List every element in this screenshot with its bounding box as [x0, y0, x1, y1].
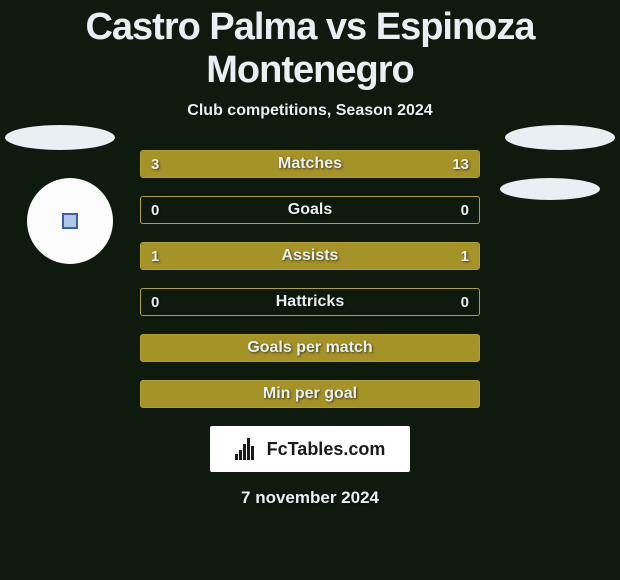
- stat-label: Goals per match: [141, 335, 479, 361]
- placeholder-ellipse-right-2: [500, 178, 600, 200]
- stat-row: 11Assists: [140, 242, 480, 270]
- stat-row: 313Matches: [140, 150, 480, 178]
- stat-label: Goals: [141, 197, 479, 223]
- stats-container: 313Matches 00Goals 11Assists 00Hattricks Goa…: [140, 150, 480, 408]
- stat-label: Hattricks: [141, 289, 479, 315]
- page-subtitle: Club competitions, Season 2024: [0, 102, 620, 120]
- logo-badge[interactable]: FcTables.com: [210, 426, 410, 472]
- player-avatar: [27, 178, 113, 264]
- logo-bars-icon: [235, 438, 261, 460]
- avatar-placeholder-icon: [62, 213, 78, 229]
- page-title: Castro Palma vs Espinoza Montenegro: [0, 0, 620, 92]
- stat-row: 00Hattricks: [140, 288, 480, 316]
- stat-label: Matches: [141, 151, 479, 177]
- placeholder-ellipse-left: [5, 125, 115, 150]
- stat-row: 00Goals: [140, 196, 480, 224]
- placeholder-ellipse-right: [505, 125, 615, 150]
- stat-label: Min per goal: [141, 381, 479, 407]
- stat-row: Goals per match: [140, 334, 480, 362]
- logo-text: FcTables.com: [267, 439, 386, 460]
- date-label: 7 november 2024: [0, 488, 620, 508]
- stat-label: Assists: [141, 243, 479, 269]
- stat-row: Min per goal: [140, 380, 480, 408]
